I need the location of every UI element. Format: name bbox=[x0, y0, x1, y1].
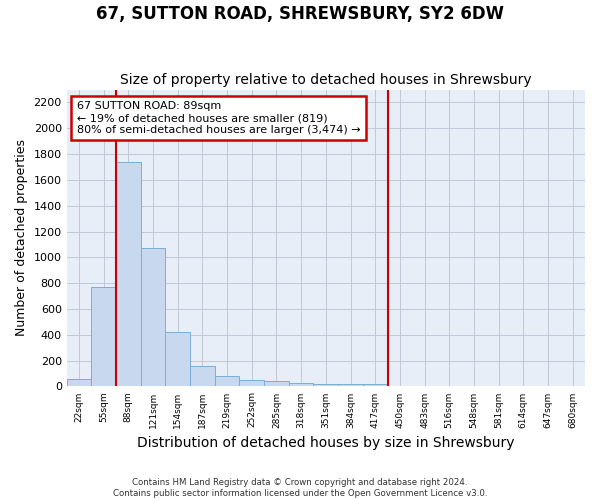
Bar bbox=[215, 376, 239, 386]
Bar bbox=[313, 384, 338, 386]
Bar bbox=[166, 332, 190, 386]
Bar bbox=[67, 380, 91, 386]
X-axis label: Distribution of detached houses by size in Shrewsbury: Distribution of detached houses by size … bbox=[137, 436, 515, 450]
Text: 67, SUTTON ROAD, SHREWSBURY, SY2 6DW: 67, SUTTON ROAD, SHREWSBURY, SY2 6DW bbox=[96, 5, 504, 23]
Y-axis label: Number of detached properties: Number of detached properties bbox=[15, 140, 28, 336]
Text: Contains HM Land Registry data © Crown copyright and database right 2024.
Contai: Contains HM Land Registry data © Crown c… bbox=[113, 478, 487, 498]
Text: 67 SUTTON ROAD: 89sqm
← 19% of detached houses are smaller (819)
80% of semi-det: 67 SUTTON ROAD: 89sqm ← 19% of detached … bbox=[77, 102, 361, 134]
Title: Size of property relative to detached houses in Shrewsbury: Size of property relative to detached ho… bbox=[120, 73, 532, 87]
Bar bbox=[289, 382, 313, 386]
Bar bbox=[239, 380, 264, 386]
Bar bbox=[363, 384, 388, 386]
Bar bbox=[190, 366, 215, 386]
Bar bbox=[91, 287, 116, 386]
Bar bbox=[338, 384, 363, 386]
Bar bbox=[141, 248, 166, 386]
Bar bbox=[264, 382, 289, 386]
Bar bbox=[116, 162, 141, 386]
